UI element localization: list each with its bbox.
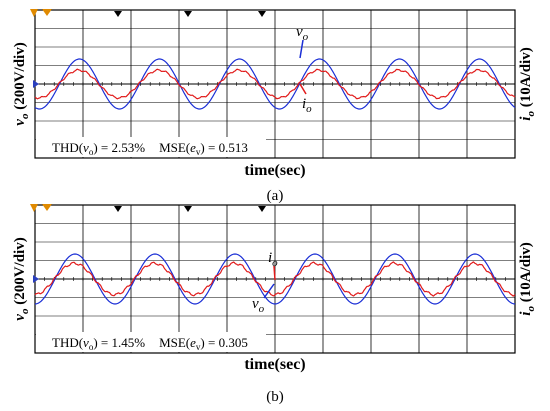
markers-b [30, 204, 266, 283]
trigger-position-icon [42, 9, 52, 16]
y-axis-label-right-b: io (10A/div) [518, 242, 537, 315]
cursor-marker-icon [114, 11, 122, 17]
panel-a: vo (200V/div) io (10A/div) vo io THD(vo)… [12, 9, 537, 204]
vo-pointer-a [299, 39, 304, 59]
cursor-marker-icon [258, 206, 266, 212]
series-label-vo-a: vo [296, 24, 309, 43]
trigger-position-icon [42, 204, 52, 211]
channel-marker-icon [30, 204, 38, 212]
io-pointer-b [273, 265, 276, 281]
panel-b: vo (200V/div) io (10A/div) io vo THD(vo)… [12, 204, 537, 405]
vo-trace [34, 58, 516, 110]
panel-caption-b: (b) [266, 389, 284, 405]
metrics-text-a: THD(vo) = 2.53% MSE(ev) = 0.513 [52, 140, 248, 157]
metrics-box-b [36, 332, 266, 352]
cursor-marker-icon [258, 11, 266, 17]
series-label-io-b: io [268, 250, 278, 269]
series-label-vo-b: vo [252, 296, 265, 315]
cursor-marker-icon [114, 206, 122, 212]
vo-pointer-b [263, 283, 275, 299]
markers-a [30, 9, 266, 88]
traces-a [34, 58, 516, 110]
cursor-marker-icon [184, 11, 192, 17]
grid-a [34, 10, 516, 158]
series-label-io-a: io [302, 96, 312, 115]
metrics-box-a [36, 137, 266, 157]
panel-caption-a: (a) [267, 188, 284, 204]
io-trace [34, 261, 516, 297]
vo-trace [34, 253, 516, 305]
ground-level-icon [33, 275, 39, 283]
y-axis-label-left-a: vo (200V/div) [12, 42, 31, 125]
ground-level-icon [33, 80, 39, 88]
channel-marker-icon [30, 9, 38, 17]
traces-b [34, 253, 516, 305]
metrics-text-b: THD(vo) = 1.45% MSE(ev) = 0.305 [52, 335, 248, 352]
io-trace [34, 68, 516, 100]
x-axis-label-a: time(sec) [244, 162, 305, 179]
x-axis-label-b: time(sec) [244, 356, 305, 373]
cursor-marker-icon [184, 206, 192, 212]
y-axis-label-left-b: vo (200V/div) [12, 237, 31, 320]
io-pointer-a [299, 83, 307, 95]
y-axis-label-right-a: io (10A/div) [518, 47, 537, 120]
